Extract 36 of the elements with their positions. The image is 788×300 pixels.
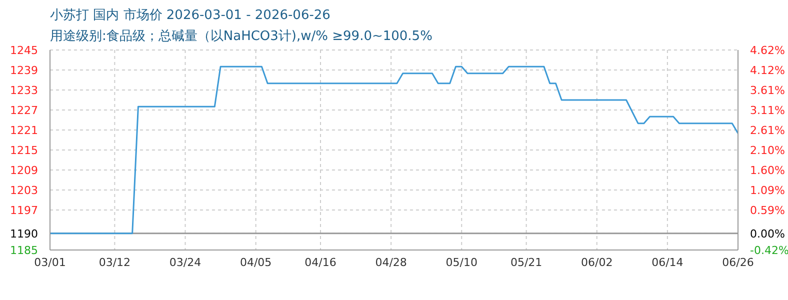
y-tick-label: 1239 (10, 64, 38, 77)
x-tick-label: 04/28 (375, 256, 407, 269)
y2-tick-label: 0.00% (750, 227, 785, 240)
x-tick-label: 06/26 (722, 256, 754, 269)
x-tick-label: 03/12 (98, 256, 131, 269)
x-tick-label: 03/24 (169, 256, 202, 269)
chart-subtitle: 用途级别:食品级；总碱量（以NaHCO3计),w/% ≥99.0~100.5% (50, 28, 432, 45)
x-tick-label: 06/14 (652, 256, 684, 269)
y-tick-label: 1233 (10, 84, 38, 97)
chart-title: 小苏打 国内 市场价 2026-03-01 - 2026-06-26 (50, 7, 330, 24)
x-tick-label: 05/21 (510, 256, 542, 269)
y2-tick-label: 3.11% (750, 104, 785, 117)
x-tick-label: 04/16 (304, 256, 336, 269)
y-tick-label: 1221 (10, 124, 38, 137)
x-tick-label: 05/10 (446, 256, 478, 269)
y2-tick-label: 4.62% (750, 44, 785, 57)
x-tick-label: 04/05 (240, 256, 272, 269)
x-tick-label: 03/01 (34, 256, 66, 269)
y2-tick-label: 1.60% (750, 164, 785, 177)
y2-tick-label: 0.59% (750, 204, 785, 217)
line-series (50, 66, 738, 234)
y-tick-label: 1209 (10, 164, 38, 177)
y2-tick-label: 2.10% (750, 144, 785, 157)
y-tick-label: 1227 (10, 104, 38, 117)
y-tick-label: 1203 (10, 184, 38, 197)
y-tick-label: 1245 (10, 44, 38, 57)
y2-tick-label: 3.61% (750, 84, 785, 98)
y2-tick-label: 1.09% (750, 184, 785, 198)
y2-tick-label: 2.61% (750, 124, 785, 137)
y-tick-label: 1190 (10, 227, 38, 240)
y-tick-label: 1185 (10, 244, 38, 257)
x-tick-label: 06/02 (581, 256, 613, 269)
y2-tick-label: -0.42% (750, 244, 788, 257)
y-tick-label: 1215 (10, 144, 38, 157)
y2-tick-label: 4.12% (750, 64, 785, 77)
y-tick-label: 1197 (10, 204, 38, 217)
